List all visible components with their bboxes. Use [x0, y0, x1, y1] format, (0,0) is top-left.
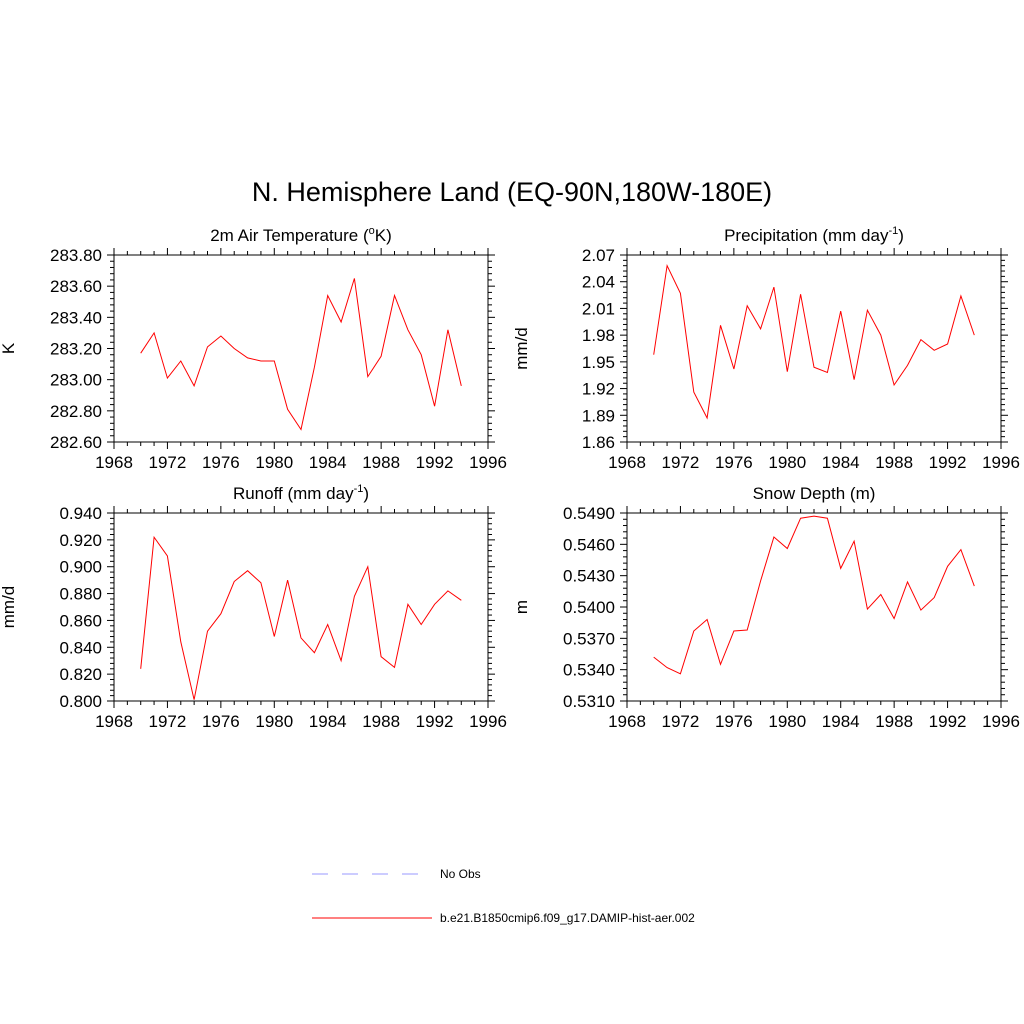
runoff-xtick-label: 1972 [149, 712, 187, 731]
snow-depth-ytick-label: 0.5400 [563, 598, 615, 617]
precipitation-xtick-label: 1988 [875, 453, 913, 472]
precipitation-ytick-label: 1.89 [582, 406, 615, 425]
runoff-ytick-label: 0.860 [59, 611, 102, 630]
snow-depth-xtick-label: 1992 [929, 712, 967, 731]
air-temperature-ytick-label: 282.80 [50, 402, 102, 421]
precipitation-title: Precipitation (mm day-1) [724, 225, 904, 245]
air-temperature-plot-frame [113, 254, 489, 443]
precipitation-xtick-label: 1984 [822, 453, 860, 472]
runoff-xtick-label: 1996 [469, 712, 507, 731]
snow-depth-xtick-label: 1984 [822, 712, 860, 731]
snow-depth-xtick-label: 1980 [768, 712, 806, 731]
air-temperature-xtick-label: 1992 [416, 453, 454, 472]
panel-precipitation: Precipitation (mm day-1) mm/d 1968 1972 1976… [512, 225, 1020, 472]
air-temperature-ytick-label: 283.20 [50, 340, 102, 359]
runoff-title: Runoff (mm day-1) [233, 483, 369, 503]
snow-depth-xtick-label: 1976 [715, 712, 753, 731]
precipitation-xtick-label: 1980 [768, 453, 806, 472]
runoff-xtick-label: 1988 [362, 712, 400, 731]
air-temperature-ylabel: K [0, 342, 18, 354]
air-temperature-xtick-label: 1972 [149, 453, 187, 472]
air-temperature-xtick-label: 1980 [255, 453, 293, 472]
runoff-ytick-label: 0.800 [59, 692, 102, 711]
runoff-ytick-label: 0.840 [59, 638, 102, 657]
air-temperature-ytick-label: 283.00 [50, 371, 102, 390]
runoff-xtick-label: 1980 [255, 712, 293, 731]
runoff-ytick-label: 0.920 [59, 531, 102, 550]
precipitation-ytick-label: 2.04 [582, 273, 615, 292]
runoff-ytick-label: 0.880 [59, 585, 102, 604]
panel-snow-depth: Snow Depth (m) m 1968 1972 1976 1980 1984 1988 1… [512, 484, 1020, 731]
snow-depth-ytick-label: 0.5430 [563, 567, 615, 586]
snow-depth-ytick-label: 0.5340 [563, 661, 615, 680]
snow-depth-ytick-label: 0.5370 [563, 629, 615, 648]
snow-depth-xtick-label: 1972 [662, 712, 700, 731]
precipitation-xtick-label: 1968 [608, 453, 646, 472]
legend-label-no-obs: No Obs [440, 867, 481, 881]
runoff-ylabel: mm/d [0, 586, 18, 629]
runoff-xtick-label: 1976 [202, 712, 240, 731]
panel-runoff: Runoff (mm day-1) mm/d 1968 1972 1976 1980 198… [0, 483, 507, 731]
air-temperature-xtick-label: 1976 [202, 453, 240, 472]
snow-depth-series-line [653, 515, 975, 675]
snow-depth-title: Snow Depth (m) [753, 484, 876, 503]
air-temperature-ytick-label: 283.60 [50, 277, 102, 296]
figure-title: N. Hemisphere Land (EQ-90N,180W-180E) [252, 177, 772, 207]
precipitation-xtick-label: 1976 [715, 453, 753, 472]
air-temperature-xtick-label: 1984 [309, 453, 347, 472]
precipitation-ytick-label: 1.92 [582, 380, 615, 399]
runoff-xtick-label: 1968 [95, 712, 133, 731]
precipitation-ytick-label: 1.95 [582, 353, 615, 372]
air-temperature-series-line [140, 278, 462, 431]
precipitation-series-line [653, 264, 975, 420]
snow-depth-ytick-label: 0.5310 [563, 692, 615, 711]
air-temperature-ytick-label: 283.80 [50, 246, 102, 265]
runoff-xtick-label: 1984 [309, 712, 347, 731]
legend: No Obs b.e21.B1850cmip6.f09_g17.DAMIP-hi… [312, 867, 695, 925]
precipitation-ytick-label: 2.01 [582, 299, 615, 318]
snow-depth-xtick-label: 1988 [875, 712, 913, 731]
runoff-ytick-label: 0.940 [59, 504, 102, 523]
legend-label-model: b.e21.B1850cmip6.f09_g17.DAMIP-hist-aer.… [440, 911, 695, 925]
snow-depth-ytick-label: 0.5460 [563, 535, 615, 554]
air-temperature-xtick-label: 1988 [362, 453, 400, 472]
runoff-ytick-label: 0.900 [59, 558, 102, 577]
snow-depth-xtick-label: 1968 [608, 712, 646, 731]
precipitation-xtick-label: 1972 [662, 453, 700, 472]
precipitation-xtick-label: 1996 [982, 453, 1020, 472]
panel-air-temperature: 2m Air Temperature (oK) K 1968 1972 1976 1980… [0, 225, 507, 472]
snow-depth-xtick-label: 1996 [982, 712, 1020, 731]
precipitation-ytick-label: 1.86 [582, 433, 615, 452]
air-temperature-xtick-label: 1996 [469, 453, 507, 472]
precipitation-ytick-label: 2.07 [582, 246, 615, 265]
snow-depth-ytick-label: 0.5490 [563, 504, 615, 523]
air-temperature-ytick-label: 283.40 [50, 308, 102, 327]
precipitation-xtick-label: 1992 [929, 453, 967, 472]
snow-depth-plot-frame [626, 512, 1002, 702]
runoff-ytick-label: 0.820 [59, 665, 102, 684]
precipitation-ytick-label: 1.98 [582, 326, 615, 345]
snow-depth-ylabel: m [512, 600, 531, 614]
runoff-xtick-label: 1992 [416, 712, 454, 731]
air-temperature-xtick-label: 1968 [95, 453, 133, 472]
runoff-plot-frame [113, 512, 489, 702]
air-temperature-title: 2m Air Temperature (oK) [210, 225, 392, 245]
precipitation-ylabel: mm/d [512, 327, 531, 370]
runoff-series-line [140, 535, 462, 700]
precipitation-plot-frame [626, 254, 1002, 443]
air-temperature-ytick-label: 282.60 [50, 433, 102, 452]
